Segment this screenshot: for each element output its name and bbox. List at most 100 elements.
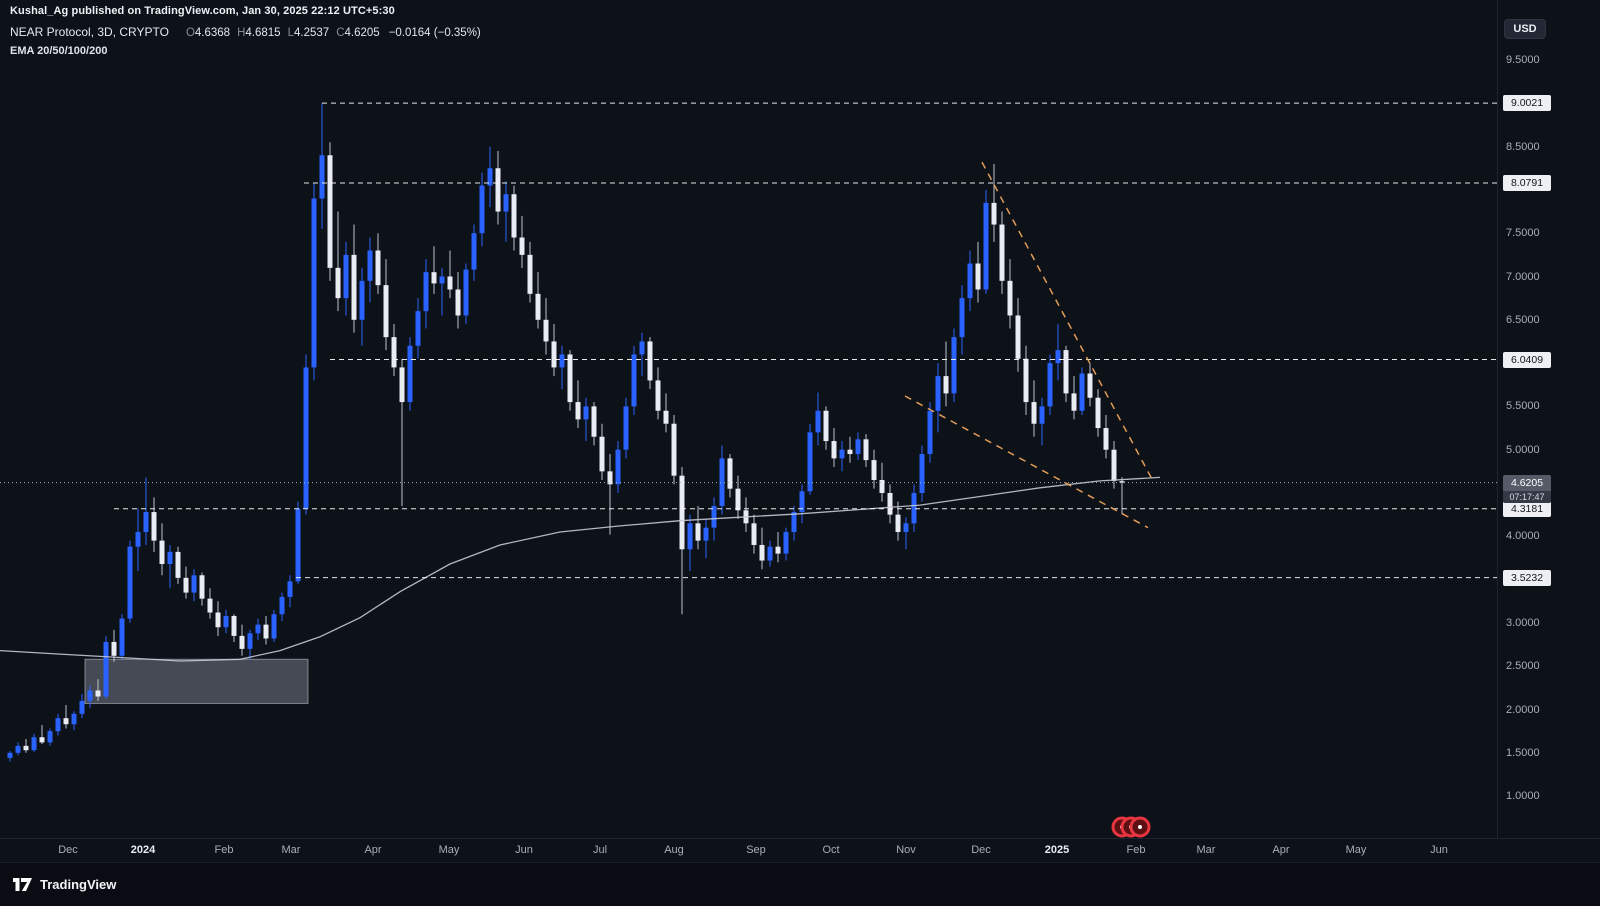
price-tick-label: 2.0000 [1506, 703, 1540, 716]
time-tick-label: Jun [1430, 844, 1448, 856]
candle [911, 493, 917, 524]
candle [327, 155, 333, 268]
low-label: L [287, 27, 294, 39]
price-axis[interactable]: 9.5000 8.5000 7.5000 7.0000 6.5000 5.5000 5.00… [1497, 0, 1600, 838]
candlestick-chart[interactable] [0, 0, 1497, 838]
time-tick-label: Aug [664, 844, 684, 856]
candle [959, 298, 965, 338]
candle [319, 155, 325, 199]
candle [159, 540, 165, 565]
candle [951, 337, 957, 394]
attribution-bar: TradingView [0, 862, 1600, 906]
candle [567, 354, 573, 403]
candle [1079, 373, 1085, 411]
candle [1087, 373, 1093, 398]
candle [175, 551, 181, 578]
candle [679, 475, 685, 550]
time-tick-label: Jul [592, 844, 608, 856]
time-tick-label: 2025 [1044, 844, 1070, 856]
close-label: C [336, 27, 345, 39]
candle [935, 376, 941, 411]
candle [895, 514, 901, 532]
price-tick-label: 7.5000 [1506, 227, 1540, 240]
price-level-label: 4.3181 [1503, 500, 1551, 517]
candle [519, 237, 525, 255]
candle [183, 577, 189, 593]
close-value: 4.6205 [344, 27, 380, 39]
time-tick-label: 2024 [130, 844, 156, 856]
candle [535, 293, 541, 320]
candle [863, 439, 869, 461]
price-tick-label: 7.0000 [1506, 270, 1540, 283]
candle [55, 718, 61, 732]
candle [71, 713, 77, 725]
candle [23, 745, 29, 751]
candle [495, 168, 501, 212]
candle [983, 202, 989, 290]
candle [223, 615, 229, 628]
symbol-title: NEAR Protocol, 3D, CRYPTO [10, 25, 169, 39]
price-level-label: 6.0409 [1503, 351, 1551, 368]
candle [47, 731, 53, 743]
candle [711, 505, 717, 528]
price-level-label: 9.0021 [1503, 95, 1551, 112]
tradingview-logo-icon [13, 878, 32, 891]
candle [855, 439, 861, 455]
candle [127, 546, 133, 619]
candle [919, 454, 925, 493]
candle [735, 488, 741, 511]
candle [727, 458, 733, 489]
candle [455, 289, 461, 316]
price-tick-label: 5.0000 [1506, 443, 1540, 456]
candle [1015, 315, 1021, 359]
price-tick-label: 1.5000 [1506, 746, 1540, 759]
candle [1063, 350, 1069, 394]
time-tick-label: Apr [1272, 844, 1290, 856]
candle [775, 546, 781, 554]
tradingview-logo-link[interactable]: TradingView [12, 876, 116, 893]
candle [375, 250, 381, 286]
candle [191, 575, 197, 593]
candle [471, 233, 477, 270]
event-mark-dot [1138, 825, 1142, 829]
time-tick-label: Oct [822, 844, 840, 856]
accumulation-zone-box [84, 658, 309, 704]
time-tick-label: Mar [281, 844, 301, 856]
tradingview-brand-text: TradingView [40, 877, 117, 892]
time-tick-label: Dec [58, 844, 78, 856]
current-price-label: 4.6205 07:17:47 [1503, 474, 1551, 503]
candle [831, 441, 837, 459]
candle [839, 449, 845, 459]
candle [303, 367, 309, 509]
candle [583, 406, 589, 420]
candle [407, 345, 413, 403]
candle [463, 269, 469, 316]
candle [783, 531, 789, 554]
candle [671, 423, 677, 476]
currency-toggle-usd[interactable]: USD [1504, 19, 1546, 39]
candle [943, 376, 949, 394]
candle [343, 254, 349, 299]
candle [215, 612, 221, 628]
candle [231, 615, 237, 636]
candle [503, 194, 509, 212]
candle [871, 460, 877, 481]
bar-countdown: 07:17:47 [1503, 490, 1551, 503]
candle [695, 523, 701, 541]
candle [815, 410, 821, 433]
low-value: 4.2537 [294, 27, 330, 39]
candle [655, 380, 661, 411]
candle [1039, 406, 1045, 424]
price-level-label: 3.5232 [1503, 569, 1551, 586]
candle [271, 614, 277, 639]
candle [575, 402, 581, 420]
candle [791, 512, 797, 532]
time-tick-label: Dec [971, 844, 991, 856]
time-tick-label: Feb [214, 844, 234, 856]
candle [1095, 397, 1101, 429]
candle [279, 596, 285, 615]
chart-pane[interactable]: Kushal_Ag published on TradingView.com, … [0, 0, 1497, 838]
candle [591, 406, 597, 437]
time-axis[interactable]: Dec 2024 Feb Mar Apr May Jun Jul Aug Sep Oct Nov Dec… [0, 838, 1600, 862]
